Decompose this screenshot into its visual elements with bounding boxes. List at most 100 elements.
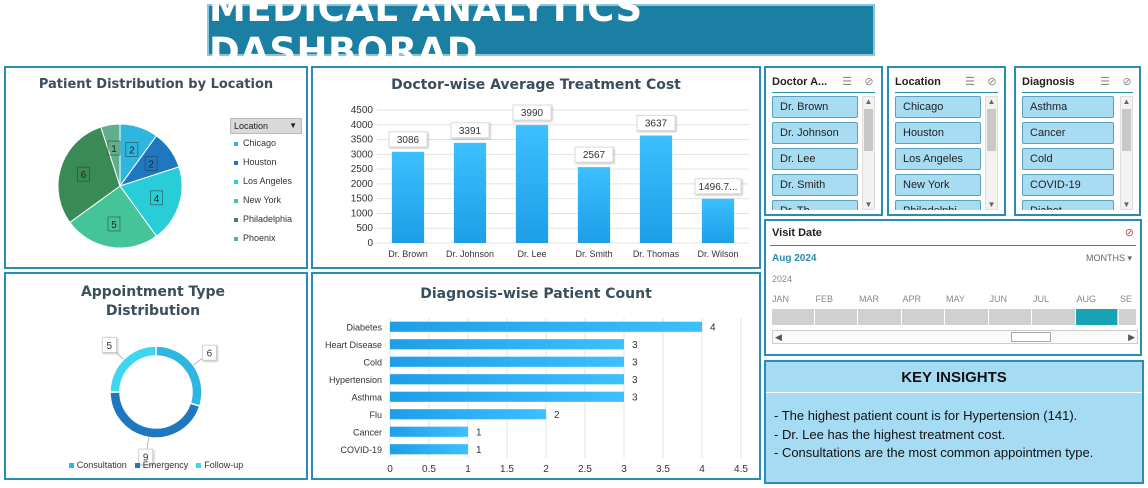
slicer-item[interactable]: Cold	[1022, 148, 1114, 170]
slicer-item[interactable]: Dr. Johnson	[772, 122, 858, 144]
slicer-item[interactable]: Houston	[895, 122, 981, 144]
clear-filter-icon[interactable]: ⊘	[987, 76, 997, 88]
doctor-slicer[interactable]: Doctor A... ☰ ⊘ Dr. Brown Dr. Johnson Dr…	[764, 66, 883, 216]
timeline-month-label[interactable]: JUL	[1033, 294, 1050, 304]
pie-data-label-box	[144, 156, 158, 171]
slicer-item[interactable]: Dr. Lee	[772, 148, 858, 170]
data-label-box	[694, 178, 742, 195]
slicer-item[interactable]: Philadelphi...	[895, 200, 981, 210]
bar	[577, 167, 611, 243]
dashboard-title: MEDICAL ANALYTICS DASHBORAD	[209, 0, 643, 73]
data-label: 1	[476, 427, 482, 438]
y-tick-label: COVID-19	[340, 445, 382, 455]
data-label: 3391	[459, 126, 482, 137]
legend-label: Follow-up	[204, 460, 244, 470]
timeline-month-label[interactable]: APR	[902, 294, 922, 304]
y-tick-label: Asthma	[351, 392, 382, 402]
diagnosis-count-chart: 0 0.5 1 1.5 2 2.5 3 3.5 4 4.5 Diabetes 4 Heart Disea…	[325, 318, 748, 475]
slicer-item[interactable]: Asthma	[1022, 96, 1114, 118]
location-slicer[interactable]: Location ☰ ⊘ Chicago Houston Los Angeles…	[887, 66, 1006, 216]
scroll-right-icon[interactable]: ▶	[1128, 332, 1135, 342]
slicer-scrollbar[interactable]: ▲ ▼	[1120, 96, 1133, 210]
timeline-divider	[987, 309, 989, 325]
scroll-thumb[interactable]	[1011, 332, 1051, 342]
data-label: 1	[476, 445, 482, 456]
legend-label: Emergency	[142, 460, 189, 470]
y-tick-label: 500	[356, 223, 373, 234]
slicer-item[interactable]: Dr. Th...	[772, 200, 858, 210]
timeline-divider	[1031, 309, 1032, 325]
scroll-up-icon[interactable]: ▲	[987, 97, 996, 106]
x-tick-label: 4	[699, 464, 705, 475]
appointment-legend: Consultation Emergency Follow-up	[6, 460, 306, 470]
location-filter-button[interactable]: Location ▼	[230, 118, 302, 134]
slicer-item[interactable]: COVID-19	[1022, 174, 1114, 196]
key-insights-panel: KEY INSIGHTS - The highest patient count…	[764, 360, 1144, 484]
scroll-up-icon[interactable]: ▲	[1122, 97, 1131, 106]
slicer-scrollbar[interactable]: ▲ ▼	[862, 96, 875, 210]
legend-swatch	[234, 217, 238, 222]
insight-line: - Consultations are the most common appo…	[774, 445, 1094, 460]
y-tick-label: Diabetes	[346, 322, 382, 332]
timeline-scrollbar[interactable]: ◀ ▶	[772, 330, 1138, 344]
legend-label: Chicago	[243, 138, 277, 148]
diagnosis-slicer-label: Diagnosis	[1022, 76, 1075, 88]
data-label: 3637	[645, 119, 668, 130]
scroll-down-icon[interactable]: ▼	[987, 200, 996, 209]
bar	[515, 125, 549, 243]
data-label: 4	[710, 322, 716, 333]
scroll-down-icon[interactable]: ▼	[1122, 200, 1131, 209]
timeline-bar[interactable]	[772, 309, 1136, 325]
timeline-month-label[interactable]: MAR	[859, 294, 879, 304]
y-tick-label: 1500	[351, 194, 374, 205]
timeline-divider	[1118, 309, 1119, 325]
timeline-year: 2024	[772, 274, 793, 284]
x-tick-label: Dr. Wilson	[697, 249, 738, 259]
slicer-item[interactable]: Cancer	[1022, 122, 1114, 144]
slicer-item[interactable]: Dr. Smith	[772, 174, 858, 196]
clear-filter-icon[interactable]: ⊘	[1122, 76, 1132, 88]
timeline-month-label[interactable]: FEB	[815, 294, 834, 304]
data-label: 3	[632, 340, 638, 351]
timeline-months: JAN FEB MAR APR MAY JUN JUL AUG SE	[772, 294, 1138, 306]
slicer-item[interactable]: Los Angeles	[895, 148, 981, 170]
scroll-thumb[interactable]	[864, 109, 873, 151]
timeline-month-label[interactable]: MAY	[946, 294, 965, 304]
clear-filter-icon[interactable]: ⊘	[1124, 227, 1134, 239]
legend-label: Phoenix	[243, 233, 276, 243]
visit-date-timeline[interactable]: Visit Date ⊘ Aug 2024 MONTHS ▾ 2024 JAN F…	[764, 219, 1142, 356]
treatment-cost-panel: Doctor-wise Average Treatment Cost 0 500 1…	[311, 66, 761, 269]
timeline-month-label[interactable]: AUG	[1076, 294, 1097, 304]
y-tick-label: 2000	[351, 179, 374, 190]
legend-label: Los Angeles	[243, 176, 293, 186]
timeline-month-label[interactable]: JAN	[772, 294, 790, 304]
multi-select-icon[interactable]: ☰	[842, 76, 852, 88]
diagnosis-slicer[interactable]: Diagnosis ☰ ⊘ Asthma Cancer Cold COVID-1…	[1014, 66, 1141, 216]
slicer-scrollbar[interactable]: ▲ ▼	[985, 96, 998, 210]
timeline-month-label[interactable]: SE	[1120, 294, 1133, 304]
timeline-level-dropdown[interactable]: MONTHS ▾	[1086, 253, 1132, 264]
pie-data-label: 1	[111, 144, 117, 155]
slicer-item[interactable]: Diabet...	[1022, 200, 1114, 210]
appointment-panel: Appointment Type Distribution 6 9 5 Consul…	[4, 272, 308, 480]
y-tick-label: 0	[367, 238, 373, 249]
scroll-left-icon[interactable]: ◀	[775, 332, 782, 342]
scroll-thumb[interactable]	[987, 109, 996, 151]
y-tick-label: 2500	[351, 164, 374, 175]
legend-item: New York	[234, 195, 306, 214]
scroll-up-icon[interactable]: ▲	[864, 97, 873, 106]
timeline-month-label[interactable]: JUN	[989, 294, 1008, 304]
slicer-item[interactable]: Chicago	[895, 96, 981, 118]
location-filter-label: Location	[234, 121, 269, 131]
pie-data-label-box	[125, 142, 139, 157]
multi-select-icon[interactable]: ☰	[1100, 76, 1110, 88]
scroll-down-icon[interactable]: ▼	[864, 200, 873, 209]
scroll-thumb[interactable]	[1122, 109, 1131, 151]
legend-swatch	[134, 463, 140, 469]
clear-filter-icon[interactable]: ⊘	[864, 76, 874, 88]
multi-select-icon[interactable]: ☰	[965, 76, 975, 88]
slicer-item[interactable]: New York	[895, 174, 981, 196]
timeline-selected-period[interactable]	[1075, 309, 1117, 325]
slicer-item[interactable]: Dr. Brown	[772, 96, 858, 118]
